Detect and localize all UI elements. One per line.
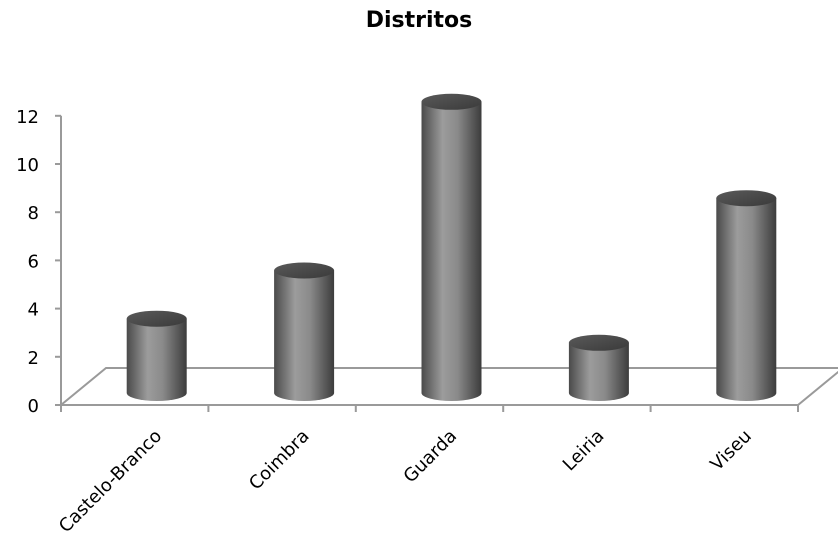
bar-top	[716, 190, 777, 207]
chart-title: Distritos	[365, 8, 473, 33]
bar-body	[716, 198, 777, 401]
bar-castelo-branco	[126, 310, 187, 401]
x-tick-label: Leiria	[559, 426, 609, 476]
bar-leiria	[568, 334, 629, 401]
bar-guarda	[421, 93, 482, 402]
bar-top	[126, 310, 187, 327]
bar-body	[274, 270, 335, 401]
y-tick-label: 0	[28, 396, 39, 417]
y-tick-label: 10	[16, 155, 39, 176]
x-tick-label: Castelo-Branco	[55, 426, 166, 537]
y-tick-label: 6	[28, 251, 39, 272]
bar-body	[126, 318, 187, 401]
bar-coimbra	[274, 262, 335, 401]
bar-top	[421, 93, 482, 110]
y-tick-label: 12	[16, 107, 39, 128]
bar-body	[568, 342, 629, 401]
x-tick-label: Guarda	[400, 426, 461, 487]
bar-top	[568, 334, 629, 351]
bar-top	[274, 262, 335, 279]
bar-body	[421, 101, 482, 402]
chart-floor	[58, 367, 838, 406]
y-tick-label: 2	[28, 348, 39, 369]
y-tick-label: 4	[28, 300, 39, 321]
bar-viseu	[716, 190, 777, 401]
x-tick-label: Coimbra	[245, 426, 314, 495]
y-tick-label: 8	[28, 203, 39, 224]
bars	[126, 93, 777, 402]
x-tick-label: Viseu	[706, 426, 755, 475]
axes	[55, 114, 838, 412]
